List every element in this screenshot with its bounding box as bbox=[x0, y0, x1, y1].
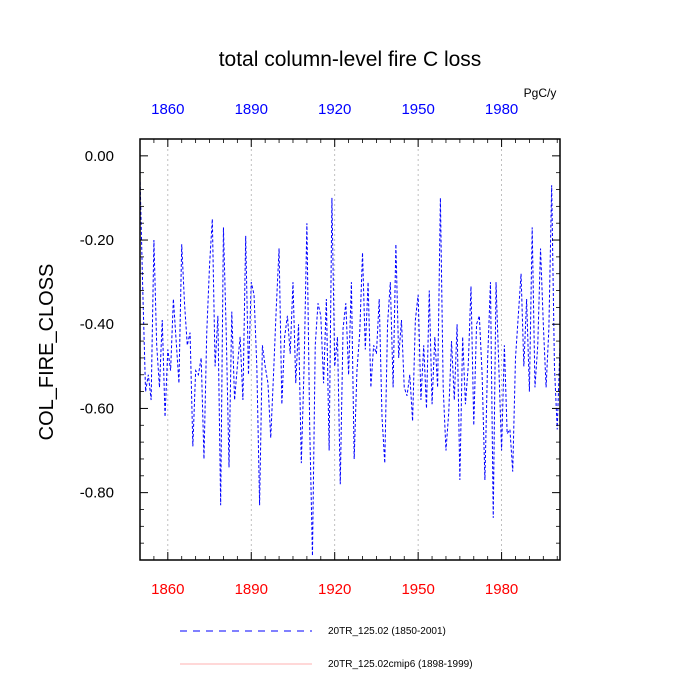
x-tick-label-top-1950: 1950 bbox=[401, 101, 434, 118]
x-tick-label-top-1860: 1860 bbox=[151, 101, 184, 118]
axis-ticks bbox=[140, 139, 560, 560]
y-tick-label--0.80: -0.80 bbox=[80, 485, 114, 502]
series-line-1 bbox=[139, 176, 561, 556]
y-tick-label--0.20: -0.20 bbox=[80, 232, 114, 249]
y-tick-label--0.40: -0.40 bbox=[80, 316, 114, 333]
legend-label-series-1: 20TR_125.02 (1850-2001) bbox=[328, 626, 446, 637]
chart-title: total column-level fire C loss bbox=[219, 48, 482, 71]
tick-labels: 1860 1860 1890 1890 1920 1920 1950 1950 1980 1980… bbox=[80, 101, 518, 598]
x-tick-label-top-1890: 1890 bbox=[235, 101, 268, 118]
x-tick-label-top-1920: 1920 bbox=[318, 101, 351, 118]
units-label: PgC/y bbox=[524, 86, 557, 100]
y-tick-label-0.00: 0.00 bbox=[85, 148, 114, 165]
x-tick-label-bottom-1980: 1980 bbox=[485, 581, 518, 598]
x-tick-label-bottom-1860: 1860 bbox=[151, 581, 184, 598]
plot-frame bbox=[139, 138, 561, 561]
y-axis-label: COL_FIRE_CLOSS bbox=[36, 264, 58, 441]
legend-label-series-2: 20TR_125.02cmip6 (1898-1999) bbox=[328, 659, 473, 670]
legend: 20TR_125.02 (1850-2001) 20TR_125.02cmip6… bbox=[180, 626, 473, 670]
series-group bbox=[139, 176, 561, 556]
x-tick-label-bottom-1920: 1920 bbox=[318, 581, 351, 598]
x-tick-label-bottom-1950: 1950 bbox=[401, 581, 434, 598]
x-tick-label-bottom-1890: 1890 bbox=[235, 581, 268, 598]
x-tick-label-top-1980: 1980 bbox=[485, 101, 518, 118]
y-tick-label--0.60: -0.60 bbox=[80, 400, 114, 417]
